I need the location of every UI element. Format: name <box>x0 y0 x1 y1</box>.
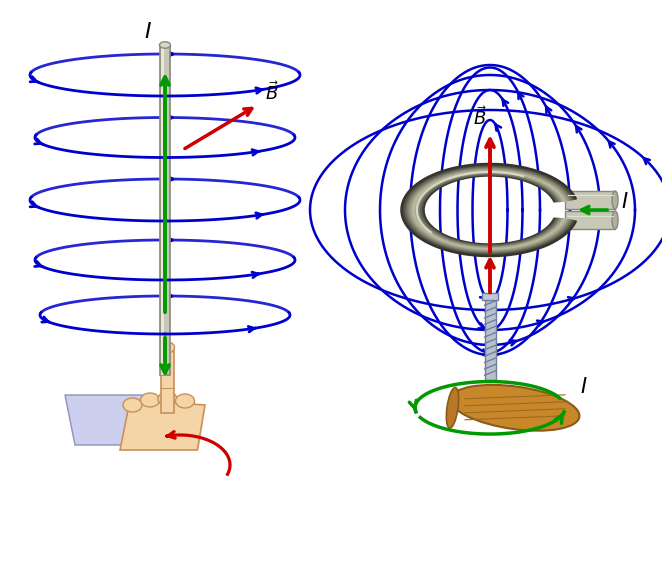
Ellipse shape <box>446 388 459 428</box>
Polygon shape <box>120 400 205 450</box>
Polygon shape <box>65 395 150 445</box>
Text: $I$: $I$ <box>144 21 152 41</box>
Ellipse shape <box>160 42 171 48</box>
Ellipse shape <box>612 191 618 209</box>
Ellipse shape <box>123 398 142 412</box>
Text: $I$: $I$ <box>621 192 629 211</box>
Ellipse shape <box>451 385 579 431</box>
Polygon shape <box>482 293 498 301</box>
Text: $\vec{B}$: $\vec{B}$ <box>473 106 487 129</box>
Ellipse shape <box>175 394 195 408</box>
Ellipse shape <box>140 393 160 407</box>
Ellipse shape <box>612 211 618 229</box>
Polygon shape <box>565 191 615 209</box>
Ellipse shape <box>158 392 177 406</box>
Polygon shape <box>565 211 615 229</box>
Polygon shape <box>160 45 171 375</box>
Text: $\vec{B}$: $\vec{B}$ <box>265 81 279 104</box>
Polygon shape <box>485 301 495 380</box>
Text: $I$: $I$ <box>580 377 588 397</box>
Polygon shape <box>161 350 174 412</box>
Ellipse shape <box>160 342 175 353</box>
Polygon shape <box>160 45 164 375</box>
